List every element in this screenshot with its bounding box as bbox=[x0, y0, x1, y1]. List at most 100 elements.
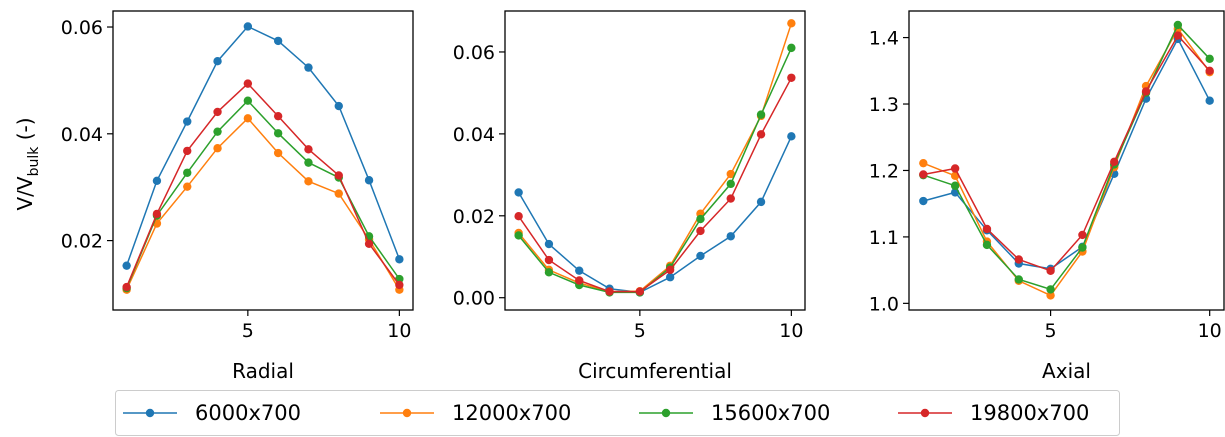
x-axis-label: Circumferential bbox=[578, 359, 732, 383]
plot-frame bbox=[504, 10, 806, 311]
data-point bbox=[122, 282, 131, 292]
data-point bbox=[1173, 31, 1183, 40]
series-line bbox=[125, 82, 401, 288]
data-point bbox=[183, 168, 192, 177]
x-axis-label: Axial bbox=[1042, 359, 1091, 383]
data-point bbox=[1078, 243, 1087, 252]
data-point bbox=[364, 239, 374, 248]
data-point bbox=[1205, 66, 1214, 76]
data-point bbox=[304, 177, 313, 186]
data-point bbox=[334, 101, 343, 111]
legend-marker bbox=[661, 408, 671, 418]
y-tick-label: 0.06 bbox=[61, 17, 103, 39]
data-point bbox=[756, 130, 766, 139]
y-tick-label: 1.1 bbox=[869, 227, 899, 249]
series-line bbox=[125, 99, 401, 289]
data-point bbox=[304, 145, 313, 154]
y-tick-label: 1.3 bbox=[869, 94, 899, 116]
data-point bbox=[213, 56, 222, 66]
chart-panel-3: 5 10 1.0 1.1 1.2 1.3 1.4 Axial bbox=[869, 10, 1225, 383]
data-point bbox=[982, 240, 992, 250]
data-point bbox=[787, 132, 796, 141]
plot-frame bbox=[908, 10, 1225, 311]
y-tick-label: 0.02 bbox=[61, 231, 103, 253]
data-point bbox=[696, 251, 705, 261]
data-point bbox=[726, 194, 735, 203]
x-tick-label: 5 bbox=[242, 320, 254, 342]
data-point bbox=[787, 73, 796, 82]
data-point bbox=[950, 181, 960, 190]
legend-label: 12000x700 bbox=[452, 401, 571, 425]
legend-label: 6000x700 bbox=[195, 401, 301, 425]
series-line bbox=[518, 23, 793, 293]
data-point bbox=[243, 114, 253, 123]
data-point bbox=[756, 110, 766, 119]
data-point bbox=[1205, 54, 1214, 64]
data-point bbox=[395, 280, 404, 290]
data-point bbox=[243, 96, 253, 105]
data-point bbox=[544, 255, 554, 265]
data-point bbox=[273, 148, 283, 158]
data-point bbox=[544, 239, 554, 249]
data-point bbox=[334, 189, 343, 198]
y-tick-label: 1.4 bbox=[869, 28, 899, 50]
series-line bbox=[923, 23, 1211, 291]
data-point bbox=[213, 144, 222, 153]
data-point bbox=[304, 158, 313, 167]
data-point bbox=[183, 146, 192, 156]
data-point bbox=[787, 43, 796, 53]
legend-marker bbox=[920, 408, 930, 418]
data-point bbox=[544, 268, 554, 277]
data-point bbox=[1014, 275, 1023, 284]
y-tick-label: 1.2 bbox=[869, 160, 899, 182]
x-tick-label: 5 bbox=[634, 320, 646, 342]
data-point bbox=[950, 164, 960, 173]
data-point bbox=[919, 158, 928, 168]
data-point bbox=[919, 170, 928, 179]
chart-panel-1: 5 10 0.02 0.04 0.06 Radial bbox=[61, 10, 414, 383]
data-point bbox=[665, 273, 675, 282]
data-point bbox=[152, 209, 162, 219]
data-point bbox=[605, 287, 614, 296]
data-point bbox=[726, 179, 735, 189]
data-point bbox=[1046, 266, 1055, 275]
data-point bbox=[1205, 96, 1214, 105]
data-point bbox=[514, 231, 523, 240]
data-point bbox=[183, 117, 192, 126]
data-point bbox=[1046, 285, 1055, 294]
data-point bbox=[213, 127, 222, 136]
y-tick-label: 1.0 bbox=[869, 293, 899, 315]
series-line bbox=[125, 117, 401, 291]
data-point bbox=[1014, 255, 1023, 264]
data-point bbox=[726, 169, 735, 179]
data-point bbox=[152, 176, 162, 185]
legend-marker bbox=[402, 408, 412, 418]
plot-frame bbox=[112, 10, 414, 311]
data-point bbox=[334, 171, 343, 180]
data-point bbox=[1110, 157, 1119, 167]
series-line bbox=[125, 25, 401, 266]
data-point bbox=[243, 22, 253, 31]
data-point bbox=[243, 79, 253, 88]
data-point bbox=[183, 182, 192, 191]
data-point bbox=[273, 36, 283, 46]
y-axis-label: V/Vbulk (-) bbox=[13, 117, 42, 210]
data-point bbox=[575, 266, 584, 275]
y-tick-label: 0.02 bbox=[453, 206, 495, 228]
y-tick-label: 0.04 bbox=[453, 124, 495, 146]
data-point bbox=[575, 276, 584, 285]
data-point bbox=[1078, 230, 1087, 240]
data-point bbox=[273, 129, 283, 138]
x-tick-label: 10 bbox=[779, 320, 803, 342]
legend-box bbox=[115, 390, 1120, 436]
legend-label: 19800x700 bbox=[970, 401, 1089, 425]
data-point bbox=[364, 176, 374, 185]
x-tick-label: 5 bbox=[1045, 320, 1057, 342]
series-line bbox=[923, 37, 1211, 270]
data-point bbox=[756, 197, 766, 207]
series-line bbox=[923, 34, 1211, 272]
series-line bbox=[517, 135, 793, 294]
data-point bbox=[213, 107, 222, 117]
data-point bbox=[726, 232, 735, 241]
